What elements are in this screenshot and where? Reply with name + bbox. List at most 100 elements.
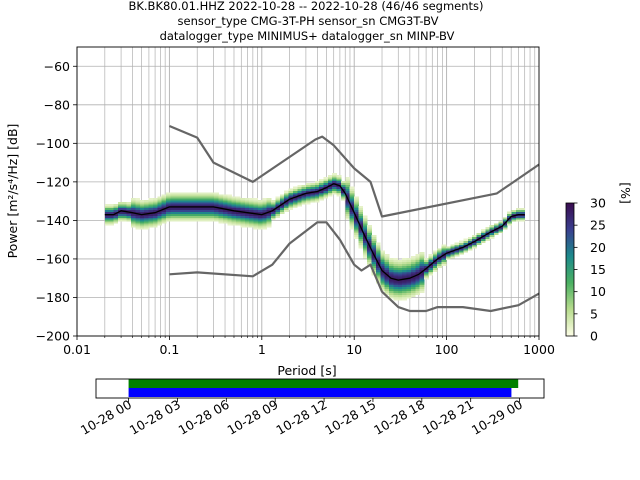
ppsd-cell — [419, 288, 425, 292]
ppsd-cell — [257, 215, 263, 218]
ppsd-cell — [183, 202, 189, 205]
ppsd-cell — [371, 236, 377, 240]
ppsd-cell — [424, 257, 429, 261]
ppsd-cell — [393, 275, 399, 278]
ppsd-cell — [244, 215, 250, 218]
ppsd-cell — [406, 294, 412, 297]
ppsd-cell — [174, 209, 180, 213]
ppsd-cell — [131, 215, 136, 218]
ppsd-cell — [380, 263, 386, 266]
ppsd-cell — [354, 198, 359, 201]
ppsd-cell — [406, 290, 412, 293]
ppsd-cell — [306, 188, 311, 191]
ppsd-cell — [393, 259, 399, 263]
ppsd-cell — [183, 192, 189, 195]
ppsd-cell — [201, 194, 206, 197]
ppsd-cell — [358, 223, 364, 226]
ppsd-cell — [253, 200, 259, 203]
ppsd-cell — [222, 194, 228, 197]
ppsd-cell — [192, 196, 197, 199]
ppsd-cell — [157, 211, 162, 214]
ppsd-cell — [375, 257, 381, 261]
ppsd-cell — [371, 256, 377, 259]
ppsd-cell — [467, 238, 473, 241]
ppsd-cell — [345, 192, 351, 195]
ppsd-cell — [389, 265, 394, 268]
ppsd-cell — [236, 221, 241, 224]
ppsd-cell — [144, 221, 149, 224]
ppsd-cell — [192, 211, 197, 214]
ppsd-cell — [367, 246, 372, 249]
ppsd-cell — [310, 192, 316, 195]
ppsd-cell — [214, 198, 219, 201]
ppsd-cell — [367, 232, 372, 236]
ppsd-cell — [406, 269, 412, 272]
ppsd-cell — [131, 221, 136, 224]
ppsd-cell — [297, 184, 302, 187]
ppsd-cell — [410, 281, 416, 284]
ppsd-cell — [301, 196, 307, 199]
ppsd-cell — [279, 207, 285, 211]
x-tick-label: 10 — [346, 342, 362, 357]
ppsd-cell — [222, 196, 228, 199]
ppsd-cell — [319, 186, 324, 189]
ppsd-cell — [104, 205, 110, 209]
colorbar-tick-label: 5 — [590, 306, 598, 321]
ppsd-cell — [362, 250, 368, 253]
ppsd-cell — [271, 213, 276, 216]
ppsd-cell — [314, 194, 320, 197]
ppsd-cell — [389, 294, 394, 297]
ppsd-cell — [441, 261, 447, 265]
ppsd-cell — [367, 256, 372, 259]
ppsd-cell — [179, 209, 184, 213]
ppsd-cell — [271, 215, 276, 218]
ppsd-cell — [187, 200, 193, 203]
ppsd-cell — [375, 263, 381, 266]
ppsd-cell — [183, 209, 189, 213]
ppsd-cell — [222, 221, 228, 224]
ppsd-cell — [432, 267, 438, 270]
coverage-bars — [128, 379, 519, 397]
ppsd-cell — [393, 277, 399, 280]
ppsd-cell — [362, 230, 368, 234]
ppsd-cell — [389, 267, 394, 270]
ppsd-cell — [157, 200, 162, 203]
ppsd-cell — [406, 284, 412, 288]
ppsd-cell — [494, 229, 499, 232]
ppsd-cell — [345, 202, 351, 205]
ppsd-cell — [349, 223, 355, 226]
ppsd-cell — [170, 209, 176, 213]
ppsd-cell — [467, 240, 473, 243]
ppsd-cell — [201, 196, 206, 199]
ppsd-cell — [174, 211, 180, 214]
ppsd-cell — [371, 259, 377, 263]
ppsd-cell — [266, 207, 272, 211]
ppsd-cell — [196, 215, 202, 218]
ppsd-cell — [380, 273, 386, 276]
ppsd-cell — [284, 196, 289, 199]
ppsd-cell — [476, 238, 482, 241]
ppsd-cell — [166, 196, 171, 199]
ppsd-cell — [354, 200, 359, 203]
ppsd-cell — [459, 250, 464, 253]
ppsd-cell — [472, 246, 477, 249]
ppsd-cell — [122, 204, 127, 207]
ppsd-cell — [222, 205, 228, 209]
ppsd-cell — [179, 192, 184, 195]
ppsd-cell — [257, 221, 263, 224]
ppsd-cell — [459, 240, 464, 243]
ppsd-cell — [345, 182, 351, 186]
ppsd-cell — [249, 221, 254, 224]
ppsd-cell — [126, 217, 132, 220]
ppsd-cell — [371, 252, 377, 255]
ppsd-cell — [292, 192, 298, 195]
ppsd-cell — [428, 269, 434, 272]
ppsd-cell — [419, 256, 425, 259]
ppsd-cell — [397, 290, 403, 293]
ppsd-cell — [131, 223, 136, 226]
ppsd-cell — [157, 207, 162, 211]
ppsd-cell — [157, 202, 162, 205]
ppsd-cell — [152, 207, 158, 211]
ppsd-cell — [402, 277, 407, 280]
ppsd-cell — [236, 198, 241, 201]
